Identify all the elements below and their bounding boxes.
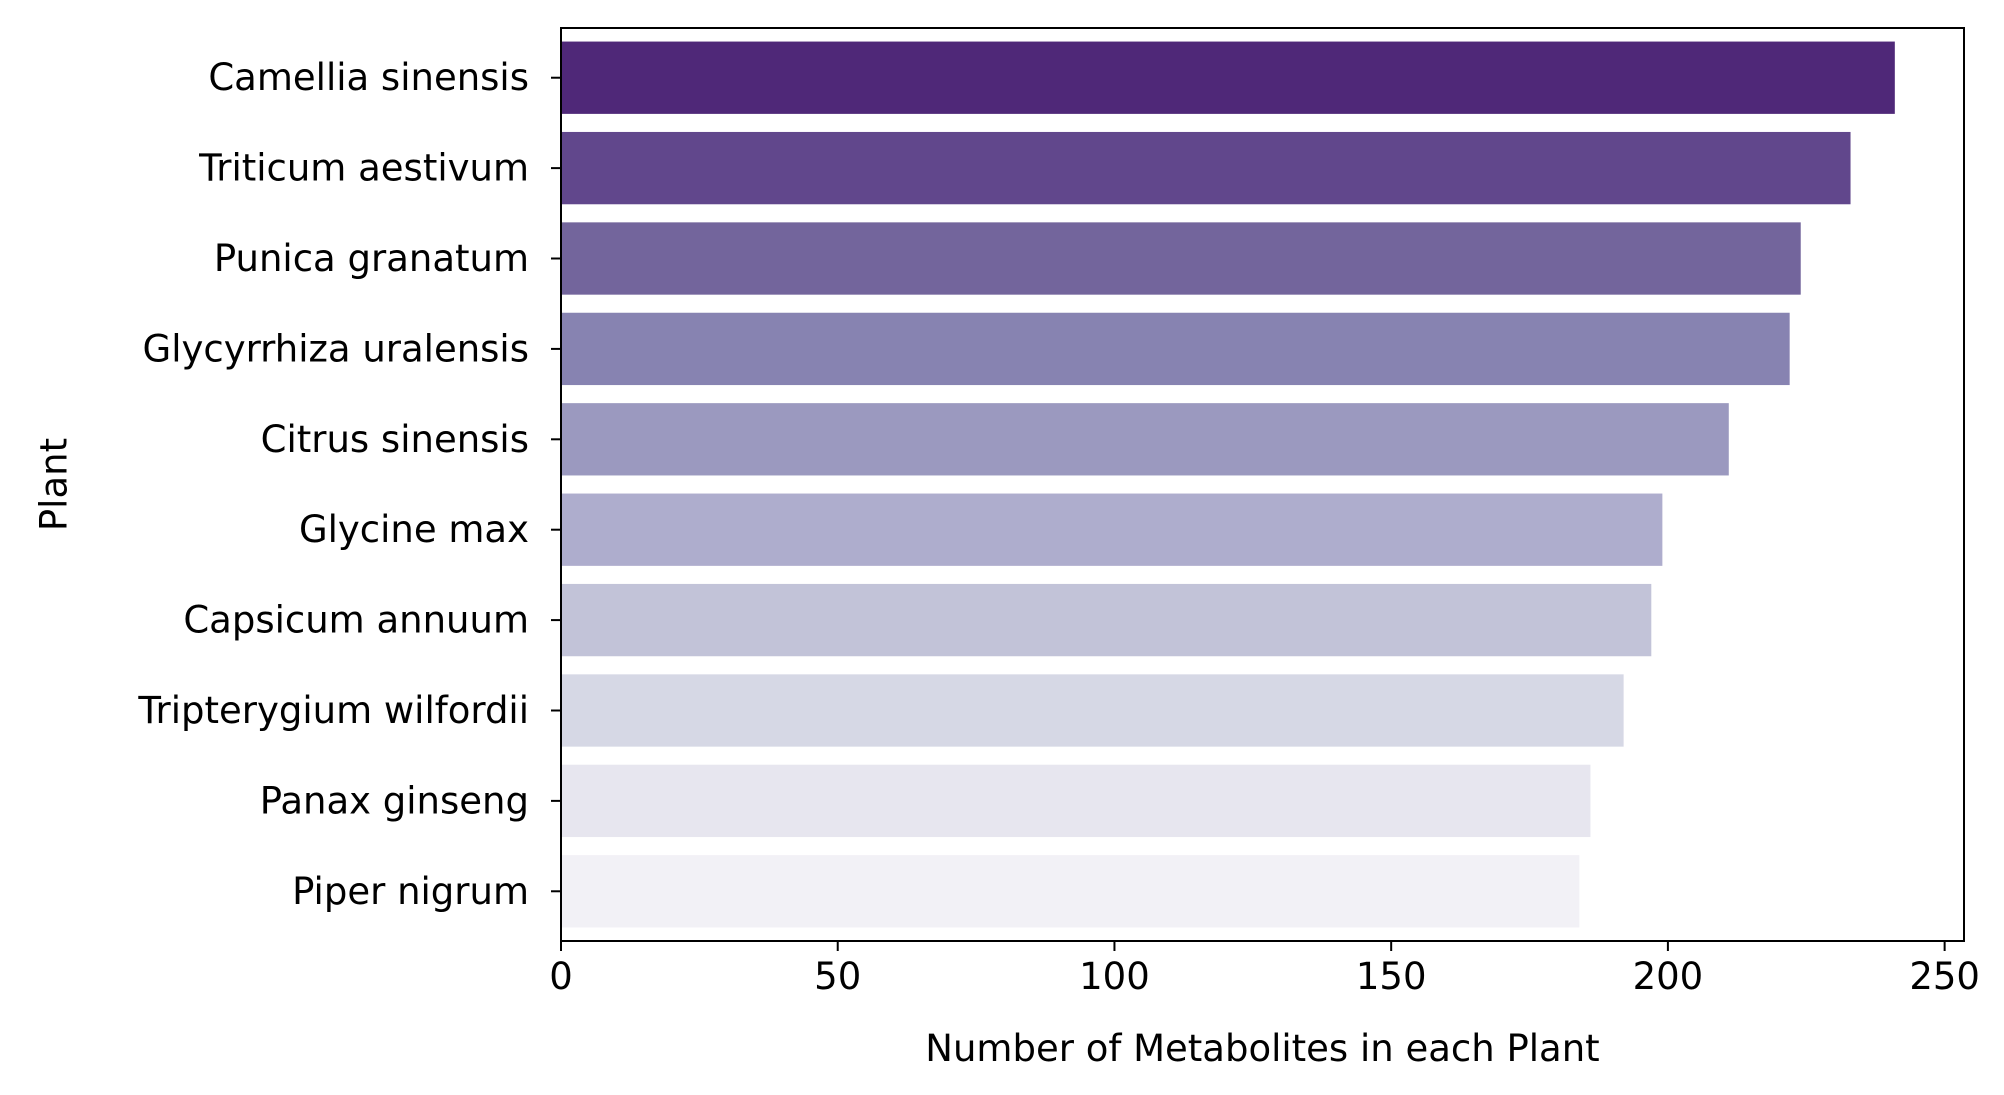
bar xyxy=(561,764,1591,838)
bar xyxy=(561,41,1895,114)
y-axis-title: Plant xyxy=(33,438,76,531)
bar xyxy=(561,674,1624,747)
y-axis-ticks: Camellia sinensis Triticum aestivum Punica… xyxy=(137,56,561,913)
bar xyxy=(561,222,1801,295)
y-tick-label: Capsicum annuum xyxy=(183,599,529,642)
y-tick-label: Citrus sinensis xyxy=(261,418,529,461)
bar xyxy=(561,583,1652,657)
x-tick-label: 150 xyxy=(1356,955,1427,998)
y-tick-label: Piper nigrum xyxy=(292,870,529,913)
bars-layer xyxy=(561,41,1895,928)
x-tick-label: 0 xyxy=(549,955,573,998)
y-tick-label: Triticum aestivum xyxy=(198,147,529,190)
y-tick-label: Camellia sinensis xyxy=(208,56,529,99)
y-tick-label: Punica granatum xyxy=(214,237,529,280)
bar xyxy=(561,131,1851,205)
x-tick-label: 50 xyxy=(814,955,861,998)
y-tick-label: Tripterygium wilfordii xyxy=(137,689,529,732)
x-tick-label: 100 xyxy=(1079,955,1150,998)
plot-frame xyxy=(560,27,1965,942)
x-axis-ticks: 0 50 100 150 200 250 xyxy=(549,941,1980,998)
y-tick-label: Glycyrrhiza uralensis xyxy=(143,327,529,370)
y-tick-label: Panax ginseng xyxy=(260,779,529,822)
y-tick-label: Glycine max xyxy=(299,508,529,551)
x-tick-label: 200 xyxy=(1633,955,1704,998)
bar xyxy=(561,855,1580,928)
bar xyxy=(561,312,1790,386)
x-tick-label: 250 xyxy=(1909,955,1980,998)
bar xyxy=(561,493,1663,566)
bar xyxy=(561,403,1729,476)
x-axis-title: Number of Metabolites in each Plant xyxy=(925,1027,1599,1070)
